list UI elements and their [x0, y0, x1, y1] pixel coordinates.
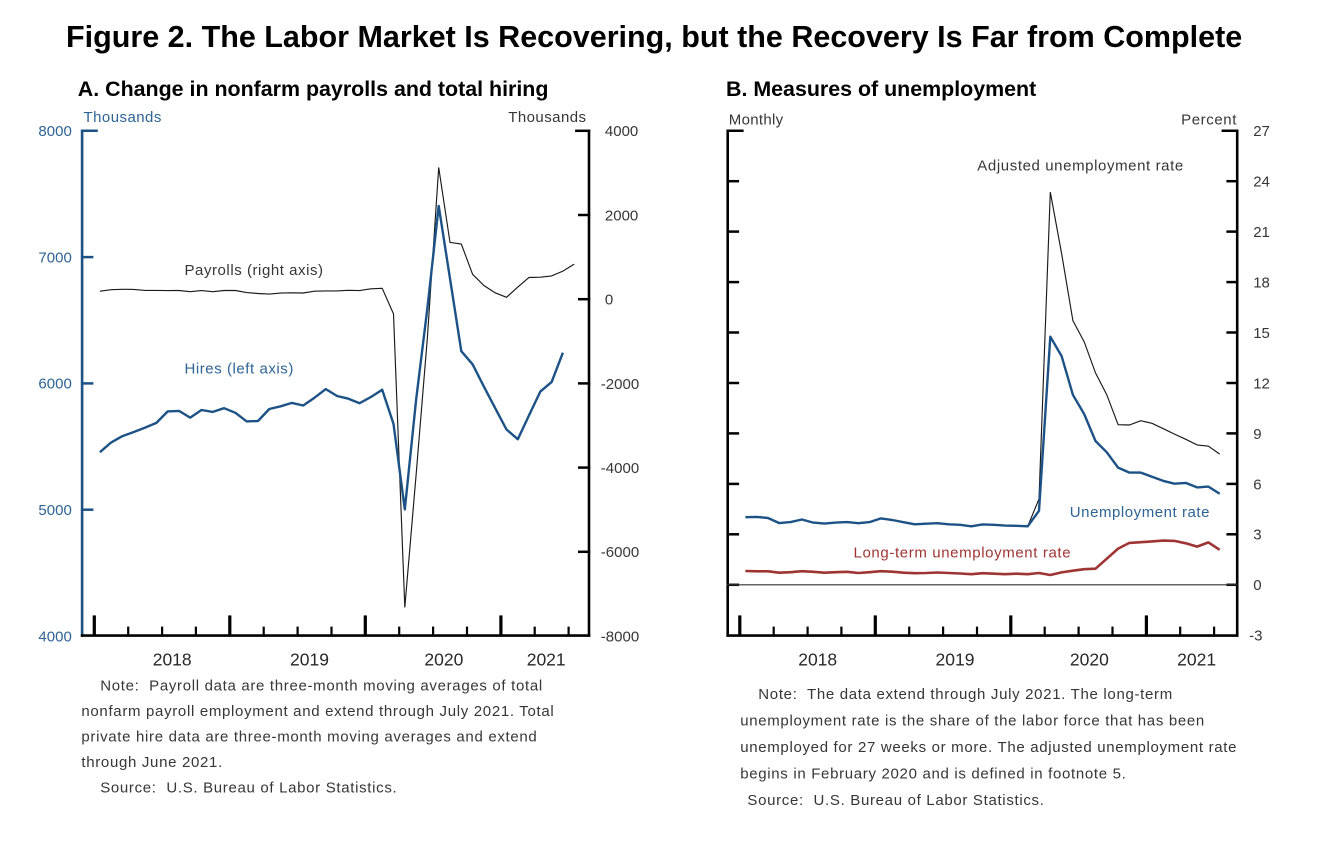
svg-text:Source: U.S. Bureau of Labor: Source: U.S. Bureau of Labor Statistics.	[100, 780, 397, 797]
svg-text:6000: 6000	[38, 376, 71, 393]
svg-text:2019: 2019	[936, 650, 975, 670]
svg-text:9: 9	[1253, 426, 1261, 443]
svg-text:Percent: Percent	[1181, 112, 1237, 129]
svg-text:2018: 2018	[153, 650, 192, 670]
svg-text:Monthly: Monthly	[729, 112, 784, 129]
svg-text:Adjusted unemployment rate: Adjusted unemployment rate	[977, 157, 1184, 174]
svg-text:unemployment rate is the share: unemployment rate is the share of the la…	[740, 713, 1205, 730]
svg-text:6: 6	[1253, 476, 1261, 493]
svg-text:-2000: -2000	[601, 376, 639, 393]
svg-text:21: 21	[1253, 224, 1270, 241]
svg-text:private hire data are three-mo: private hire data are three-month moving…	[81, 729, 537, 746]
svg-text:Source: U.S. Bureau of Labor: Source: U.S. Bureau of Labor Statistics.	[747, 792, 1044, 809]
svg-text:Long-term unemployment rate: Long-term unemployment rate	[854, 545, 1072, 562]
svg-text:7000: 7000	[38, 249, 71, 266]
svg-text:through June 2021.: through June 2021.	[81, 754, 223, 771]
svg-text:2021: 2021	[1177, 650, 1216, 670]
svg-text:Note: Payroll data are three-: Note: Payroll data are three-month movin…	[100, 678, 543, 695]
svg-text:Figure 2. The Labor Market Is: Figure 2. The Labor Market Is Recovering…	[66, 20, 1242, 54]
svg-text:3: 3	[1253, 527, 1261, 544]
svg-text:-8000: -8000	[601, 628, 639, 645]
svg-text:8000: 8000	[38, 123, 71, 140]
svg-text:2000: 2000	[605, 207, 638, 224]
svg-text:Thousands: Thousands	[508, 109, 586, 126]
svg-text:unemployed for 27 weeks or mor: unemployed for 27 weeks or more. The adj…	[740, 739, 1237, 756]
svg-text:Payrolls (right axis): Payrolls (right axis)	[185, 262, 324, 279]
svg-text:nonfarm payroll employment and: nonfarm payroll employment and extend th…	[81, 703, 554, 720]
svg-text:2018: 2018	[798, 650, 837, 670]
svg-text:4000: 4000	[38, 628, 71, 645]
svg-text:Hires (left axis): Hires (left axis)	[185, 361, 294, 378]
svg-text:0: 0	[605, 292, 613, 309]
svg-text:2019: 2019	[290, 650, 329, 670]
svg-text:-3: -3	[1249, 628, 1262, 645]
svg-text:27: 27	[1253, 123, 1270, 140]
svg-text:-4000: -4000	[601, 460, 639, 477]
svg-text:2020: 2020	[424, 650, 463, 670]
svg-text:-6000: -6000	[601, 544, 639, 561]
svg-text:Thousands: Thousands	[84, 109, 162, 126]
svg-text:2020: 2020	[1070, 650, 1109, 670]
svg-text:4000: 4000	[605, 123, 638, 140]
svg-text:begins in February 2020 and is: begins in February 2020 and is defined i…	[740, 766, 1126, 783]
svg-text:2021: 2021	[527, 650, 566, 670]
svg-text:B. Measures of unemployment: B. Measures of unemployment	[726, 77, 1036, 101]
svg-text:Unemployment rate: Unemployment rate	[1070, 504, 1210, 521]
svg-text:Note: The data extend through: Note: The data extend through July 2021.…	[758, 686, 1173, 703]
svg-text:15: 15	[1253, 325, 1270, 342]
svg-text:18: 18	[1253, 274, 1270, 291]
svg-text:A. Change in nonfarm payrolls: A. Change in nonfarm payrolls and total …	[78, 77, 549, 101]
svg-text:12: 12	[1253, 375, 1270, 392]
svg-text:24: 24	[1253, 174, 1270, 191]
svg-text:5000: 5000	[38, 502, 71, 519]
svg-text:0: 0	[1253, 577, 1261, 594]
